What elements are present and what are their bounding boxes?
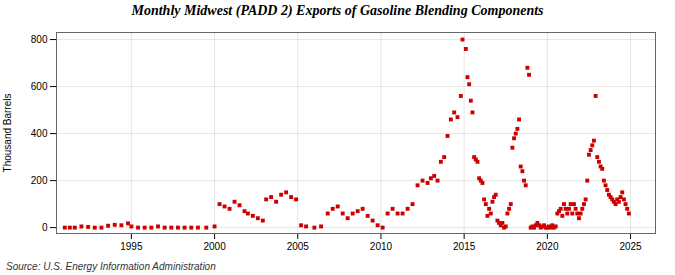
html-text:Monthly Midwest (PADD 2) Expor: Monthly Midwest (PADD 2) Exports of Gaso… xyxy=(131,3,544,18)
svg-text:200: 200 xyxy=(31,175,48,186)
svg-text:2010: 2010 xyxy=(370,241,393,252)
svg-text:600: 600 xyxy=(31,81,48,92)
svg-text:Thousand Barrels: Thousand Barrels xyxy=(2,94,13,173)
svg-text:400: 400 xyxy=(31,128,48,139)
svg-text:0: 0 xyxy=(42,222,48,233)
svg-text:1995: 1995 xyxy=(120,241,143,252)
svg-text:2025: 2025 xyxy=(619,241,642,252)
svg-text:2015: 2015 xyxy=(453,241,476,252)
svg-text:2005: 2005 xyxy=(287,241,310,252)
html-text:Source: U.S. Energy Informatio: Source: U.S. Energy Information Administ… xyxy=(6,261,216,272)
svg-text:2000: 2000 xyxy=(203,241,226,252)
svg-text:800: 800 xyxy=(31,34,48,45)
svg-text:2020: 2020 xyxy=(536,241,559,252)
